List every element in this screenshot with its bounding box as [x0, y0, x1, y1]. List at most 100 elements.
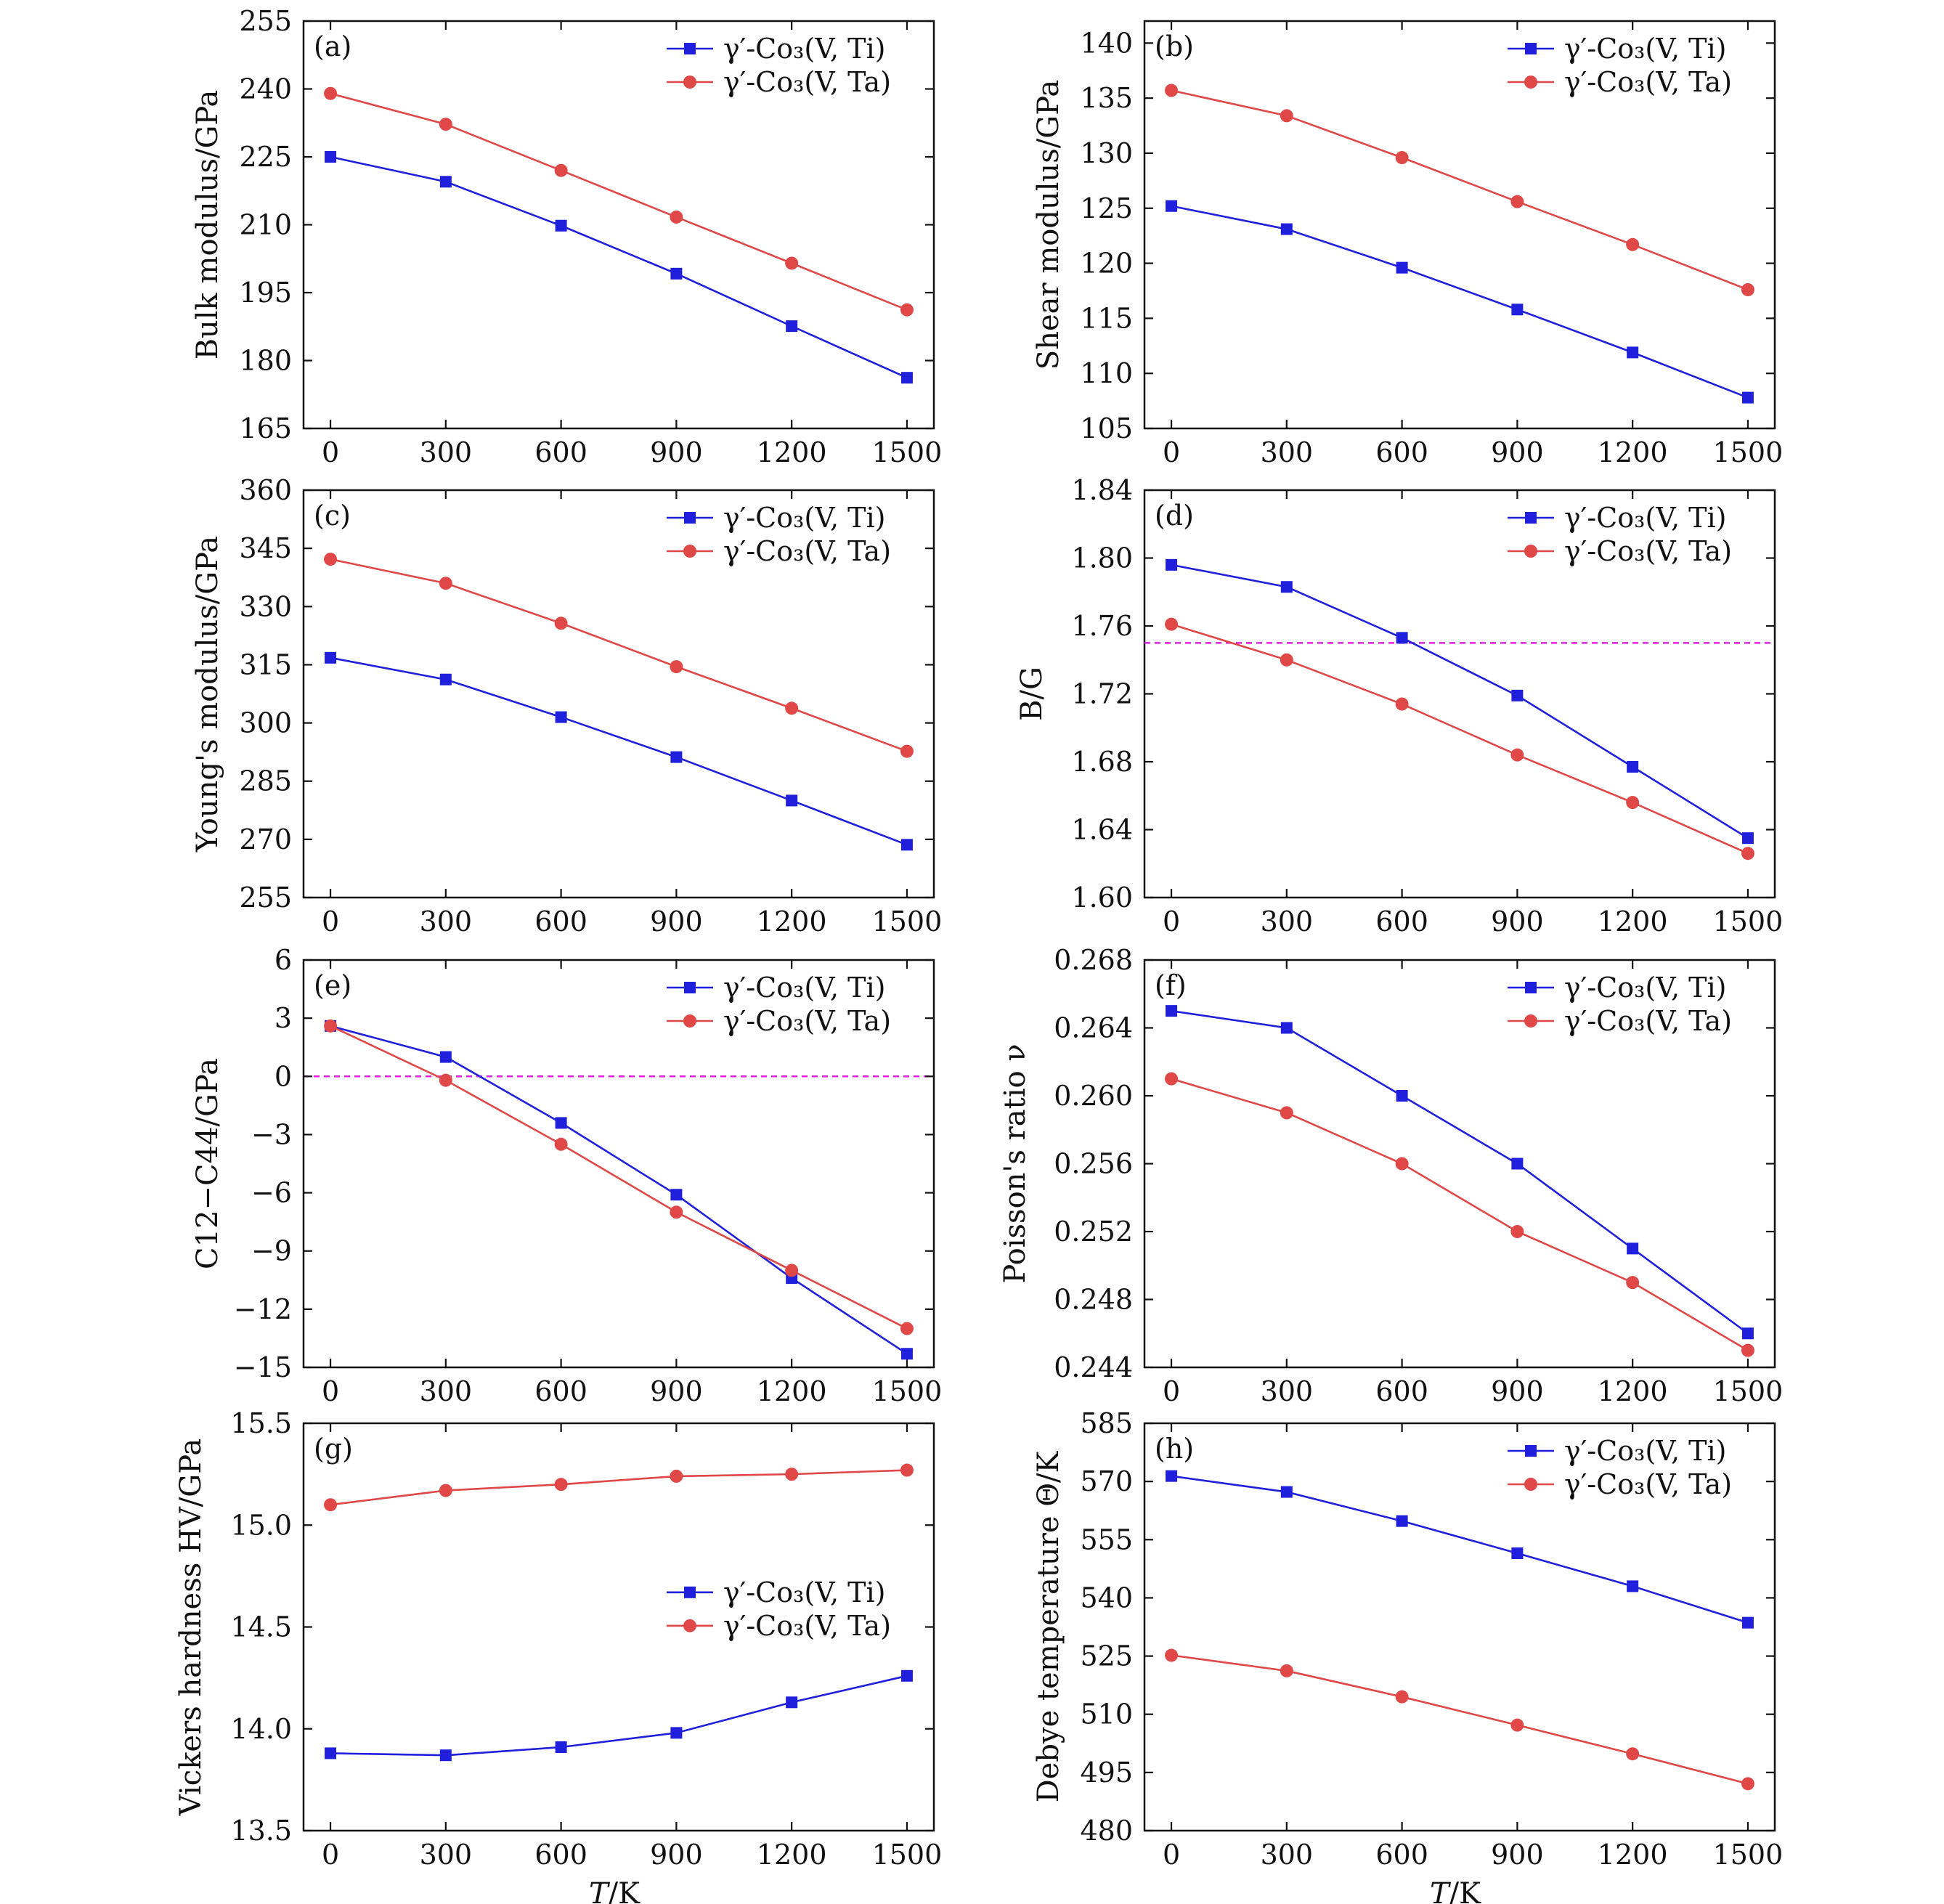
panel-tag: (h) [1155, 1433, 1194, 1465]
y-tick-label: 1.72 [1071, 678, 1133, 710]
y-tick-label: 0.252 [1054, 1216, 1133, 1248]
y-tick-label: −6 [251, 1177, 292, 1209]
data-point-ta [785, 701, 799, 715]
legend-label-ti: γ′-Co₃(V, Ti) [723, 1577, 885, 1608]
legend-label-ti: γ′-Co₃(V, Ti) [723, 502, 885, 534]
data-point-ta [324, 86, 338, 100]
y-tick-label: 0 [274, 1060, 292, 1092]
data-point-ti [1741, 1616, 1754, 1629]
y-tick-label: 15.5 [230, 1407, 292, 1439]
legend-marker-ti [684, 512, 696, 524]
legend-marker-ta [683, 76, 696, 89]
panel-a: 0 300 600 900 1200 1500 165 180 195 210 225 240 255 B… [191, 5, 942, 468]
y-tick-label: 120 [1080, 248, 1133, 280]
y-tick-label: 285 [239, 765, 292, 797]
y-tick-label: 1.84 [1071, 474, 1133, 506]
y-tick-label: 0.244 [1054, 1351, 1133, 1383]
data-point-ta [900, 1322, 914, 1335]
data-point-ti [900, 839, 913, 851]
data-point-ti [439, 1051, 452, 1063]
y-tick-label: 210 [239, 209, 292, 241]
data-point-ta [1741, 1343, 1754, 1357]
data-point-ti [1511, 1547, 1524, 1559]
series-line-ta [330, 92, 908, 311]
y-axis-label: Poisson's ratio ν [999, 1043, 1032, 1283]
data-point-ta [1741, 1777, 1754, 1791]
y-tick-label: 0.256 [1054, 1148, 1133, 1180]
y-tick-label: 14.5 [230, 1611, 292, 1643]
x-tick-label: 600 [1375, 1375, 1428, 1407]
data-point-ta [1626, 796, 1640, 810]
data-point-ti [439, 1749, 452, 1762]
y-axis-label: C12−C44/GPa [191, 1058, 224, 1269]
data-point-ta [439, 118, 452, 131]
data-point-ti [1166, 1470, 1178, 1482]
legend-marker-ta [1524, 545, 1537, 558]
x-tick-label: 1200 [757, 1839, 827, 1871]
plot-frame [302, 489, 935, 899]
x-tick-label: 600 [1375, 436, 1428, 468]
y-tick-label: 0.264 [1054, 1012, 1133, 1044]
x-tick-label: 300 [420, 1375, 473, 1407]
data-point-ta [1510, 195, 1524, 208]
y-tick-label: 1.68 [1071, 746, 1133, 778]
x-tick-label: 0 [1163, 1839, 1180, 1871]
x-tick-label: 300 [420, 1839, 473, 1871]
data-point-ta [785, 1468, 799, 1481]
y-tick-label: 495 [1080, 1757, 1133, 1789]
y-tick-label: 180 [239, 345, 292, 377]
x-tick-label: 900 [650, 1839, 703, 1871]
data-point-ti [1396, 1090, 1408, 1102]
data-point-ti [1396, 632, 1408, 644]
data-point-ta [1165, 1072, 1179, 1086]
data-point-ta [1395, 1157, 1409, 1171]
y-axis-label: Shear modulus/GPa [1032, 80, 1065, 370]
y-tick-label: 135 [1080, 82, 1133, 114]
x-tick-label: 900 [1491, 906, 1544, 937]
x-tick-label: 1500 [1713, 1839, 1784, 1871]
legend-marker-ti [1525, 1445, 1537, 1457]
series-line-ta [1171, 1654, 1749, 1785]
x-tick-label: 1200 [1598, 1375, 1668, 1407]
data-point-ti [1280, 223, 1293, 235]
data-point-ta [1165, 84, 1179, 97]
legend-label-ti: γ′-Co₃(V, Ti) [1564, 972, 1726, 1004]
legend-label-ta: γ′-Co₃(V, Ta) [723, 535, 891, 567]
y-tick-label: 1.76 [1071, 610, 1133, 642]
series-line-ti [1171, 564, 1749, 839]
x-axis-unit: /K [1449, 1877, 1481, 1904]
y-tick-label: 270 [239, 823, 292, 855]
data-point-ti [1511, 1158, 1524, 1170]
legend-label-ti: γ′-Co₃(V, Ti) [723, 33, 885, 65]
plot-frame [302, 959, 935, 1369]
data-point-ti [1511, 304, 1524, 316]
data-point-ti [900, 1669, 913, 1682]
data-point-ta [670, 210, 683, 224]
data-point-ta [324, 553, 338, 566]
series-line-ti [330, 1025, 908, 1355]
series-line-ti [1171, 1475, 1749, 1624]
x-tick-label: 600 [534, 436, 587, 468]
data-point-ta [324, 1019, 338, 1033]
y-tick-label: 165 [239, 412, 292, 444]
data-point-ta [1741, 282, 1754, 296]
y-tick-label: 0.260 [1054, 1080, 1133, 1112]
data-point-ti [1166, 200, 1178, 212]
data-point-ta [1280, 109, 1293, 123]
legend-marker-ti [684, 982, 696, 993]
y-tick-label: 480 [1080, 1815, 1133, 1847]
series-line-ta [1171, 1078, 1749, 1351]
x-tick-label: 900 [1491, 1375, 1544, 1407]
legend-marker-ta [1524, 76, 1537, 89]
data-point-ta [1741, 847, 1754, 861]
data-point-ti [670, 1189, 683, 1201]
data-point-ta [439, 1484, 452, 1497]
data-point-ti [325, 151, 337, 163]
y-tick-label: 14.0 [230, 1713, 292, 1745]
data-point-ta [1510, 1718, 1524, 1732]
data-point-ti [1741, 391, 1754, 404]
data-point-ta [324, 1498, 338, 1512]
data-point-ti [325, 651, 337, 664]
data-point-ti [439, 176, 452, 188]
